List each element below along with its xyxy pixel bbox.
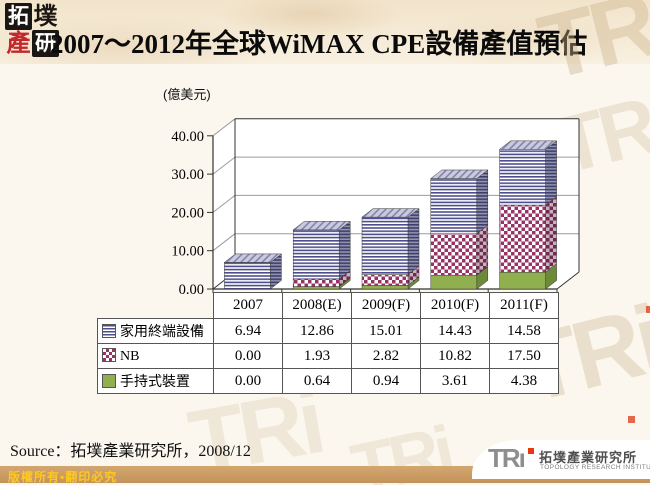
- tri-logo-red-dot-icon: [528, 448, 534, 454]
- value-cell: 15.01: [351, 318, 421, 344]
- series-name: NB: [120, 348, 140, 364]
- seal-char: 研: [32, 30, 59, 57]
- bar-group-2011(F): [498, 140, 558, 290]
- value-cell: 12.86: [282, 318, 352, 344]
- tri-seal-logo: 拓 墣 產 研: [5, 3, 59, 57]
- bar-group-2007: [223, 253, 283, 290]
- table-corner-cell: [98, 293, 214, 319]
- y-tick-label: 30.00: [171, 167, 204, 183]
- series-label-cell: 手持式裝置: [97, 368, 214, 394]
- tri-logo-panel: TRı 拓墣產業研究所 TOPOLOGY RESEARCH INSTITUTE: [472, 440, 650, 479]
- value-cell: 10.82: [420, 343, 490, 369]
- value-cell: 3.61: [420, 368, 490, 394]
- y-tick-label: 0.00: [179, 282, 204, 298]
- year-cell: 2010(F): [420, 292, 490, 319]
- bar-group-2008(E): [292, 220, 351, 290]
- seal-char: 產: [6, 30, 31, 57]
- legend-h-stripes-icon: [102, 324, 116, 338]
- org-name: 拓墣產業研究所: [539, 450, 638, 465]
- year-cell: 2008(E): [282, 292, 352, 319]
- watermark-red-dot: [628, 416, 635, 423]
- y-tick-label: 20.00: [171, 205, 204, 221]
- seal-char: 墣: [33, 3, 58, 30]
- series-label-cell: 家用終端設備: [97, 318, 214, 344]
- bar-group-2010(F): [430, 169, 489, 290]
- value-cell: 0.94: [351, 368, 421, 394]
- value-cell: 0.64: [282, 368, 352, 394]
- y-axis-unit-label: (億美元): [163, 87, 211, 102]
- page-title: 2007～2012年全球WiMAX CPE設備產值預估: [50, 29, 588, 59]
- series-name: 家用終端設備: [120, 325, 204, 340]
- y-tick-label: 40.00: [171, 129, 204, 145]
- y-tick-label: 10.00: [171, 244, 204, 260]
- legend-checker-icon: [102, 347, 116, 362]
- value-cell: 1.93: [282, 343, 352, 369]
- value-cell: 4.38: [489, 368, 559, 394]
- year-cell: 2009(F): [351, 292, 421, 319]
- value-cell: 0.00: [213, 343, 283, 369]
- seal-char: 拓: [5, 3, 32, 30]
- bar-group-2009(F): [361, 208, 420, 290]
- value-cell: 17.50: [489, 343, 559, 369]
- top-banner: [0, 0, 650, 64]
- year-cell: 2011(F): [489, 292, 559, 319]
- value-cell: 6.94: [213, 318, 283, 344]
- watermark-red-dot: [646, 306, 650, 313]
- source-note: Source：拓墣產業研究所，2008/12: [10, 443, 251, 460]
- year-cell: 2007: [213, 292, 283, 319]
- value-cell: 2.82: [351, 343, 421, 369]
- chart-data-table: 2007 2008(E) 2009(F) 2010(F) 2011(F) 家用終端設備 6.…: [97, 292, 559, 394]
- series-label-cell: NB: [97, 343, 214, 369]
- value-cell: 0.00: [213, 368, 283, 394]
- tri-logo: TRı: [488, 443, 526, 473]
- value-cell: 14.43: [420, 318, 490, 344]
- legend-solid-icon: [102, 374, 116, 388]
- value-cell: 14.58: [489, 318, 559, 344]
- org-name-en: TOPOLOGY RESEARCH INSTITUTE: [540, 464, 650, 471]
- series-name: 手持式裝置: [120, 375, 190, 390]
- copyright-text: 版權所有▪翻印必究: [8, 470, 118, 484]
